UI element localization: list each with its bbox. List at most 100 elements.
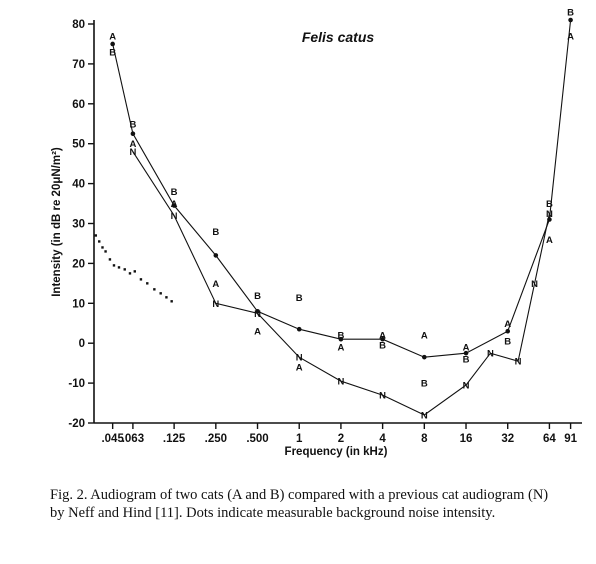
x-tick-label: .045 [101, 433, 124, 445]
mean-dots [110, 17, 573, 360]
mean-dot [110, 41, 115, 47]
marker-n: N [129, 147, 136, 158]
axes [93, 20, 582, 424]
marker-a: A [463, 343, 470, 354]
audiogram-chart: Felis catus .045.063 .125 .250 .500 1 2 4 8 16 32… [51, 8, 582, 458]
marker-n: N [254, 309, 261, 320]
y-tick-label: 40 [72, 179, 85, 191]
y-tick-label: 80 [72, 19, 85, 31]
marker-n: N [296, 353, 303, 364]
x-axis-title: Frequency (in kHz) [285, 446, 388, 458]
marker-a: A [254, 327, 261, 338]
noise-dot [98, 240, 101, 243]
noise-dot [165, 296, 168, 299]
x-tick-label: 1 [296, 433, 303, 445]
marker-n: N [171, 211, 178, 222]
mean-dot [422, 354, 427, 360]
noise-dot [153, 288, 156, 291]
x-tick-label: 64 [543, 433, 556, 445]
marker-b: B [171, 187, 178, 198]
noise-dot [94, 234, 97, 237]
mean-dot [380, 336, 385, 342]
x-tick-label: 4 [379, 433, 386, 445]
marker-a: A [212, 279, 219, 290]
marker-a: A [296, 363, 303, 374]
marker-b: B [129, 119, 136, 130]
marker-n: N [487, 349, 494, 360]
marker-a: A [567, 31, 574, 42]
y-tick-label: 20 [72, 258, 85, 270]
mean-dot [213, 253, 219, 258]
noise-dot [133, 270, 136, 273]
noise-dot [146, 282, 149, 285]
marker-a: A [504, 319, 511, 330]
noise-dot [104, 250, 107, 253]
marker-b: B [463, 355, 470, 366]
noise-dot [101, 246, 104, 249]
marker-n: N [463, 381, 470, 392]
mean-dot [505, 328, 511, 334]
mean-line [112, 19, 572, 358]
mean-dot [255, 308, 260, 314]
marker-a: A [337, 343, 344, 354]
noise-dot [117, 266, 121, 269]
marker-n: N [212, 299, 219, 310]
y-tick-label: -20 [68, 418, 85, 430]
figure-caption: Fig. 2. Audiogram of two cats (A and B) … [50, 487, 549, 521]
y-tick-label: 70 [72, 59, 85, 71]
mean-dot [171, 203, 177, 208]
mean-dot [130, 131, 136, 137]
marker-n: N [546, 209, 553, 220]
marker-b: B [379, 341, 386, 352]
marker-a: A [109, 31, 116, 42]
mean-dot [296, 326, 302, 332]
chart-title: Felis catus [302, 29, 375, 45]
mean-dot [568, 17, 573, 23]
y-tick-label: -10 [68, 378, 85, 390]
x-tick-label: .250 [205, 433, 227, 445]
marker-a: A [129, 139, 136, 150]
marker-b: B [296, 293, 303, 304]
noise-dot [170, 300, 173, 303]
noise-dot [128, 272, 132, 275]
x-tick-label: 16 [460, 433, 473, 445]
y-axis-title: Intensity (in dB re 20μN/m²) [51, 147, 63, 297]
x-tick-label: 2 [338, 433, 344, 445]
marker-a: A [546, 235, 553, 246]
noise-dots [94, 234, 173, 303]
marker-b: B [212, 227, 219, 238]
noise-dot [159, 292, 162, 295]
series-line-n [132, 151, 550, 416]
marker-b: B [421, 379, 428, 390]
y-tick-label: 10 [72, 298, 85, 310]
marker-b: B [109, 47, 116, 58]
noise-dot [108, 258, 112, 261]
y-tick-label: 50 [72, 139, 85, 151]
y-tick-label: 30 [72, 219, 85, 231]
y-axis-ticks: -20 -10 0 10 20 30 40 50 60 70 80 [68, 19, 94, 430]
marker-b: B [337, 331, 344, 342]
x-tick-label: 91 [564, 433, 577, 445]
x-tick-label: .063 [122, 433, 144, 445]
marker-n: N [421, 411, 428, 422]
marker-n: N [515, 357, 522, 368]
mean-dot [338, 336, 344, 342]
x-tick-label: .500 [246, 433, 268, 445]
x-tick-label: .125 [163, 433, 186, 445]
marker-n: N [531, 279, 538, 290]
noise-dot [112, 264, 116, 267]
marker-b: B [567, 8, 574, 19]
marker-b: B [504, 337, 511, 348]
y-tick-label: 60 [72, 99, 85, 111]
y-tick-label: 0 [79, 338, 85, 350]
x-axis-ticks: .045.063 .125 .250 .500 1 2 4 8 16 32 64 91 [101, 423, 578, 445]
mean-dot [547, 217, 552, 222]
marker-n: N [379, 391, 386, 402]
marker-a: A [171, 199, 178, 210]
marker-b: B [254, 291, 261, 302]
x-tick-label: 8 [421, 433, 428, 445]
noise-dot [123, 268, 126, 271]
marker-a: A [379, 331, 386, 342]
noise-dot [139, 278, 143, 281]
